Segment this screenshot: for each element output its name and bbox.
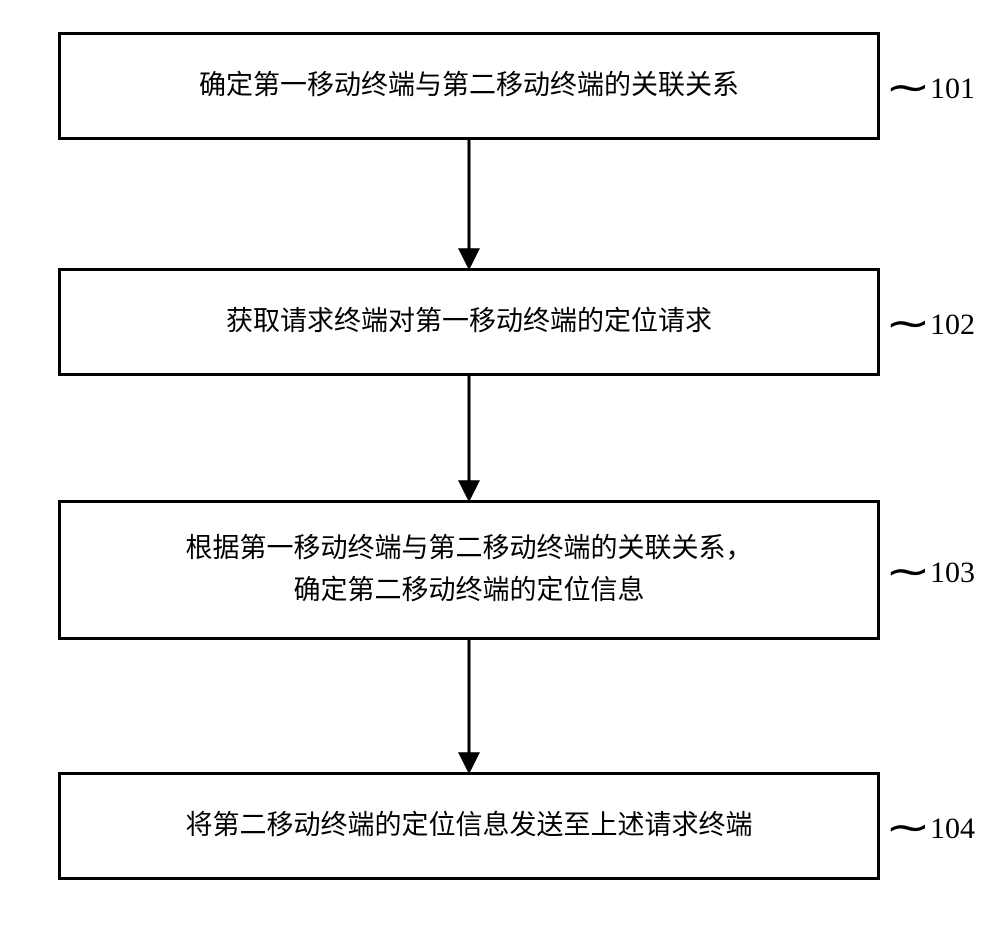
flow-node-label: 101 [930, 72, 975, 106]
flow-node-text: 将第二移动终端的定位信息发送至上述请求终端 [186, 805, 753, 847]
flow-node-n4: 将第二移动终端的定位信息发送至上述请求终端 [58, 772, 880, 880]
flow-node-text: 获取请求终端对第一移动终端的定位请求 [226, 301, 712, 343]
label-connector-tilde: ∼ [885, 804, 931, 852]
label-connector-tilde: ∼ [885, 64, 931, 112]
flow-node-label: 103 [930, 556, 975, 590]
flow-node-n2: 获取请求终端对第一移动终端的定位请求 [58, 268, 880, 376]
label-connector-tilde: ∼ [885, 300, 931, 348]
flow-node-text: 根据第一移动终端与第二移动终端的关联关系， 确定第二移动终端的定位信息 [186, 528, 753, 612]
flow-node-n3: 根据第一移动终端与第二移动终端的关联关系， 确定第二移动终端的定位信息 [58, 500, 880, 640]
flow-node-n1: 确定第一移动终端与第二移动终端的关联关系 [58, 32, 880, 140]
flow-node-text: 确定第一移动终端与第二移动终端的关联关系 [199, 65, 739, 107]
label-connector-tilde: ∼ [885, 548, 931, 596]
flow-node-label: 102 [930, 308, 975, 342]
flowchart-canvas: 确定第一移动终端与第二移动终端的关联关系∼101获取请求终端对第一移动终端的定位… [0, 0, 1000, 949]
flow-node-label: 104 [930, 812, 975, 846]
